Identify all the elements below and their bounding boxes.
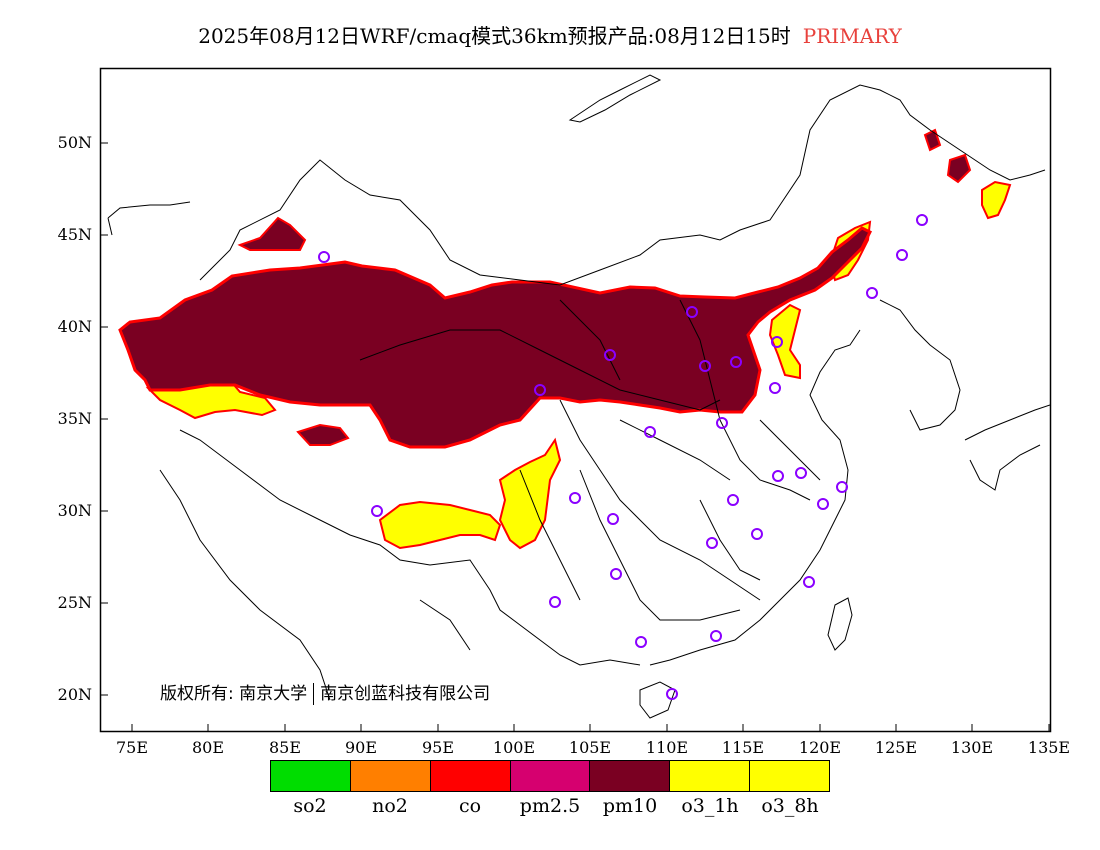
copyright-divider: [313, 683, 315, 705]
lon-label: 90E: [344, 738, 378, 757]
coastline-korea: [879, 299, 961, 431]
map-title: 2025年08月12日WRF/cmaq模式36km预报产品:08月12日15时 P…: [0, 20, 1100, 49]
lon-label: 105E: [568, 738, 612, 757]
pm10-patch-dzungaria: [237, 216, 307, 251]
map-frame: [99, 67, 1052, 733]
legend-swatch-o3_1h: [670, 761, 751, 791]
lat-label: 40N: [57, 317, 92, 336]
legend-label: o3_1h: [681, 795, 739, 817]
legend-swatch-pm25: [510, 761, 591, 791]
lon-label: 100E: [492, 738, 536, 757]
lat-label: 20N: [57, 685, 92, 704]
lon-label: 95E: [421, 738, 455, 757]
lon-label: 135E: [1027, 738, 1071, 757]
legend-swatch-pm10: [590, 761, 671, 791]
copyright-right: 南京创蓝科技有限公司: [320, 684, 491, 704]
o3-region-heilongjiang: [981, 180, 1012, 220]
legend-labels: so2 no2 co pm2.5 pm10 o3_1h o3_8h: [270, 795, 830, 817]
lon-label: 75E: [115, 738, 149, 757]
lat-label: 35N: [57, 409, 92, 428]
boundary-lines: [107, 74, 1050, 719]
copyright-text: 版权所有: 南京大学 南京创蓝科技有限公司: [160, 679, 490, 705]
lon-label: 85E: [268, 738, 302, 757]
legend-label: pm2.5: [519, 795, 581, 817]
copyright-left: 版权所有: 南京大学: [160, 684, 308, 704]
border-south: [179, 429, 641, 666]
o3-region-bohai: [768, 303, 802, 380]
border-north: [199, 84, 1046, 286]
coastline-east: [649, 329, 861, 666]
legend-swatch-no2: [350, 761, 431, 791]
pm10-patch-kunlun: [296, 423, 350, 446]
legend-label: so2: [293, 795, 327, 817]
legend-label: no2: [372, 795, 408, 817]
axis-ticks: [101, 142, 1050, 731]
legend-swatch-o3_8h: [750, 761, 830, 791]
lon-label: 115E: [721, 738, 765, 757]
legend-colorbar: [270, 760, 830, 792]
lake-baikal: [568, 74, 662, 123]
lon-label: 110E: [645, 738, 689, 757]
lat-label: 50N: [57, 133, 92, 152]
status-label: PRIMARY: [802, 24, 902, 48]
caspian-shore: [107, 201, 191, 236]
coastline-japan: [964, 404, 1050, 491]
lat-label: 30N: [57, 501, 92, 520]
lon-label: 125E: [874, 738, 918, 757]
border-india: [159, 469, 471, 701]
legend-label: pm10: [602, 795, 658, 817]
lat-label: 25N: [57, 593, 92, 612]
legend-label: o3_8h: [761, 795, 819, 817]
coastline-hainan: [639, 681, 676, 719]
legend-swatch-co: [430, 761, 511, 791]
title-text: 2025年08月12日WRF/cmaq模式36km预报产品:08月12日15时: [198, 24, 791, 48]
station-markers: [318, 214, 928, 700]
coastline-taiwan: [827, 597, 853, 651]
lon-label: 120E: [798, 738, 842, 757]
legend-label: co: [458, 795, 482, 817]
province-lines: [359, 299, 821, 621]
lat-label: 45N: [57, 225, 92, 244]
lon-label: 130E: [950, 738, 994, 757]
lon-label: 80E: [191, 738, 225, 757]
o3-region-tibet: [378, 500, 502, 550]
pm10-patch-northeast-tip: [923, 128, 972, 184]
legend-swatch-so2: [271, 761, 351, 791]
